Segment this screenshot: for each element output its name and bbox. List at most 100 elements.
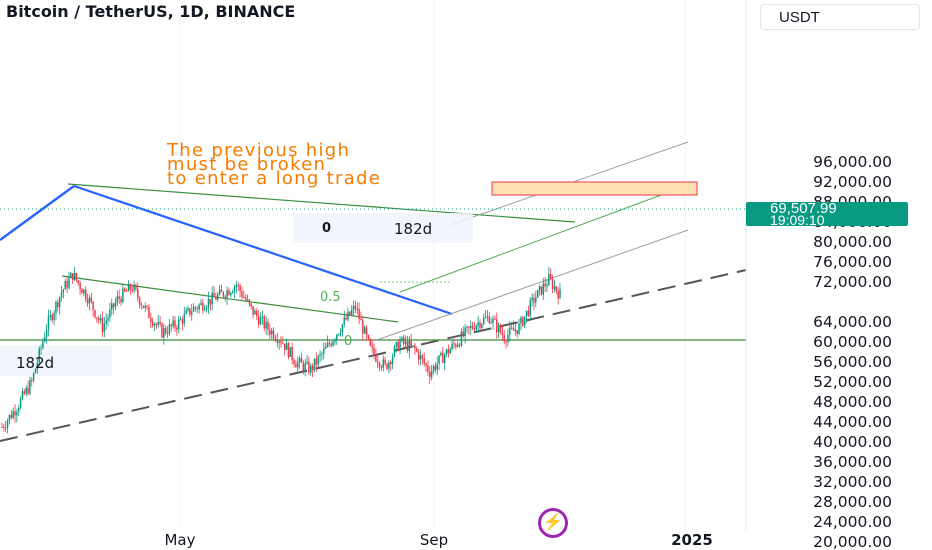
candle-body <box>445 349 448 355</box>
time-axis[interactable]: May Sep 2025 <box>164 531 712 549</box>
candle-body <box>16 411 18 416</box>
candle-body <box>473 328 476 330</box>
candle-body <box>466 326 468 328</box>
candle-body <box>144 305 146 308</box>
price-tick-label: 20,000.00 <box>813 533 892 550</box>
candle-body <box>8 414 11 421</box>
lightning-bolt-icon[interactable]: ⚡ <box>538 508 568 538</box>
candle-body <box>455 344 457 347</box>
candle-body <box>507 334 509 343</box>
candle-body <box>423 358 425 364</box>
candle-body <box>356 308 359 310</box>
candle-body <box>36 362 39 369</box>
grid-lines <box>179 0 686 530</box>
candle-body <box>257 316 260 325</box>
candle-body <box>363 327 366 334</box>
candle-body <box>133 284 135 291</box>
candle-body <box>256 310 258 317</box>
candle-body <box>207 298 210 308</box>
candle-body <box>514 330 517 332</box>
candle-body <box>42 341 44 348</box>
price-axis[interactable]: 96,000.0092,000.0088,000.0084,000.0080,0… <box>813 153 892 550</box>
candle-body <box>254 310 256 315</box>
annotation-line-1: The previous high <box>167 140 351 161</box>
candle-body <box>332 341 334 346</box>
price-tick-label: 72,000.00 <box>813 273 892 291</box>
last-price-value: 69,507.99 <box>770 200 837 217</box>
candle-body <box>285 343 288 350</box>
candle-body <box>523 316 526 326</box>
candle-body <box>209 298 212 305</box>
candle-body <box>458 344 461 346</box>
candle-body <box>310 365 312 373</box>
candle-body <box>99 317 102 321</box>
candle-body <box>261 316 264 318</box>
measure-label-left: 182d <box>16 354 54 372</box>
candle-body <box>505 341 507 343</box>
candle-body <box>27 387 29 394</box>
candle-body <box>101 317 104 332</box>
candle-body <box>404 341 407 344</box>
candle-body <box>395 342 398 347</box>
candle-body <box>116 296 119 303</box>
candle-body <box>492 318 494 323</box>
candle-body <box>4 427 7 429</box>
candle-body <box>190 311 193 315</box>
candle-body <box>237 285 239 287</box>
rising-channel-lower-line <box>376 229 689 341</box>
candle-body <box>451 343 453 350</box>
candle-body <box>486 316 489 318</box>
candle-body <box>350 310 353 315</box>
candle-body <box>138 297 141 305</box>
candle-body <box>79 283 81 290</box>
candle-body <box>220 289 223 293</box>
candle-body <box>109 309 111 318</box>
candle-body <box>151 321 154 326</box>
fib-label-zero: 0 <box>344 334 352 349</box>
candle-body <box>559 289 561 299</box>
candle-body <box>557 291 559 299</box>
candle-body <box>49 315 52 317</box>
candle-body <box>365 327 368 336</box>
candle-body <box>1 427 3 428</box>
candle-body <box>90 297 93 302</box>
candle-body <box>509 327 511 335</box>
candle-body <box>148 306 150 319</box>
candle-body <box>112 303 115 308</box>
candle-body <box>471 325 474 329</box>
price-tick-label: 76,000.00 <box>813 253 892 271</box>
candle-body <box>129 284 132 291</box>
candle-body <box>490 322 492 324</box>
downtrend-blue-line <box>73 184 453 316</box>
candle-body <box>432 366 435 372</box>
candle-body <box>29 380 31 394</box>
candle-body <box>393 346 396 357</box>
candle-body <box>287 343 290 358</box>
candle-body <box>525 310 528 317</box>
candle-body <box>384 359 386 364</box>
candle-body <box>183 313 186 324</box>
price-tick-label: 64,000.00 <box>813 313 892 331</box>
candle-body <box>496 319 498 333</box>
price-tick-label: 44,000.00 <box>813 413 892 431</box>
candle-body <box>283 343 286 350</box>
candle-body <box>336 334 338 340</box>
candle-body <box>330 344 332 346</box>
candle-body <box>369 338 372 346</box>
candle-body <box>373 347 375 355</box>
candle-body <box>324 347 327 349</box>
candle-body <box>296 362 299 368</box>
candle-body <box>12 411 14 418</box>
candle-body <box>198 304 200 310</box>
annotation-text: The previous high must be broken to ente… <box>167 140 382 189</box>
annotation-line-3: to enter a long trade <box>167 168 382 189</box>
candle-body <box>280 341 282 343</box>
currency-button[interactable]: USDT <box>760 4 920 30</box>
candle-body <box>388 362 390 369</box>
measure-box-middle <box>293 213 473 243</box>
candle-body <box>397 342 399 351</box>
candle-body <box>527 310 530 316</box>
candle-body <box>96 317 98 319</box>
candle-body <box>341 324 344 333</box>
